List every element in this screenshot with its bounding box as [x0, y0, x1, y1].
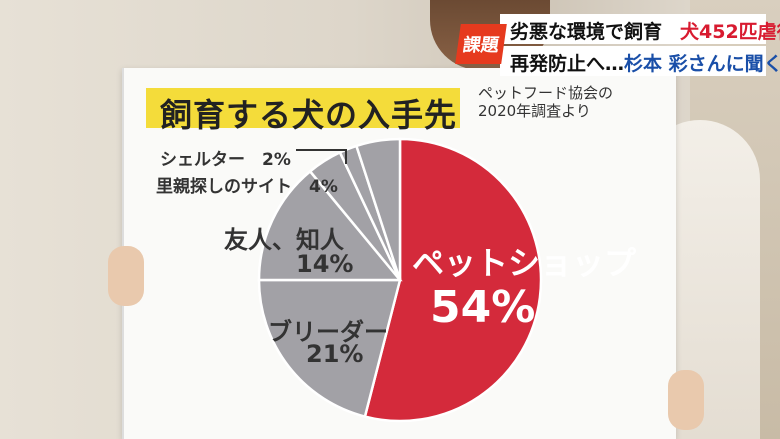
headline-bar-top	[500, 14, 766, 44]
friends-label: 友人、知人	[224, 226, 344, 254]
right-hand	[668, 370, 704, 430]
breeder-pct: 21%	[306, 340, 364, 368]
headline-bar-bottom	[500, 46, 766, 76]
pie-slice-1	[257, 278, 402, 419]
chart-title: 飼育する犬の入手先	[160, 96, 458, 134]
title-highlight	[146, 88, 460, 128]
headline-2a: 再発防止へ…	[510, 53, 625, 75]
pie-slice-petshop	[363, 137, 543, 423]
headline-1b: 犬452匹虐待	[680, 21, 780, 43]
source-line-1: ペットフード協会の	[478, 84, 614, 102]
topic-badge: 課題	[455, 24, 507, 64]
pie-slice-5	[354, 137, 402, 281]
chart-source: ペットフード協会の 2020年調査より	[478, 84, 613, 120]
friends-pct: 14%	[296, 250, 354, 278]
shelter-leader-line	[296, 149, 347, 164]
petshop-pct: 54%	[430, 282, 536, 333]
shelter-label: シェルター 2%	[160, 150, 291, 170]
breeder-label: ブリーダー	[268, 318, 388, 346]
pie-slice-2	[257, 169, 403, 282]
headline-1a: 劣悪な環境で飼育	[510, 21, 663, 43]
left-hand	[108, 246, 144, 306]
satooya-label: 里親探しのサイト 4%	[156, 177, 338, 197]
headline-2b: 杉本 彩さんに聞く	[624, 53, 780, 75]
petshop-label: ペットショップ	[412, 244, 637, 282]
source-line-2: 2020年調査より	[478, 102, 591, 120]
